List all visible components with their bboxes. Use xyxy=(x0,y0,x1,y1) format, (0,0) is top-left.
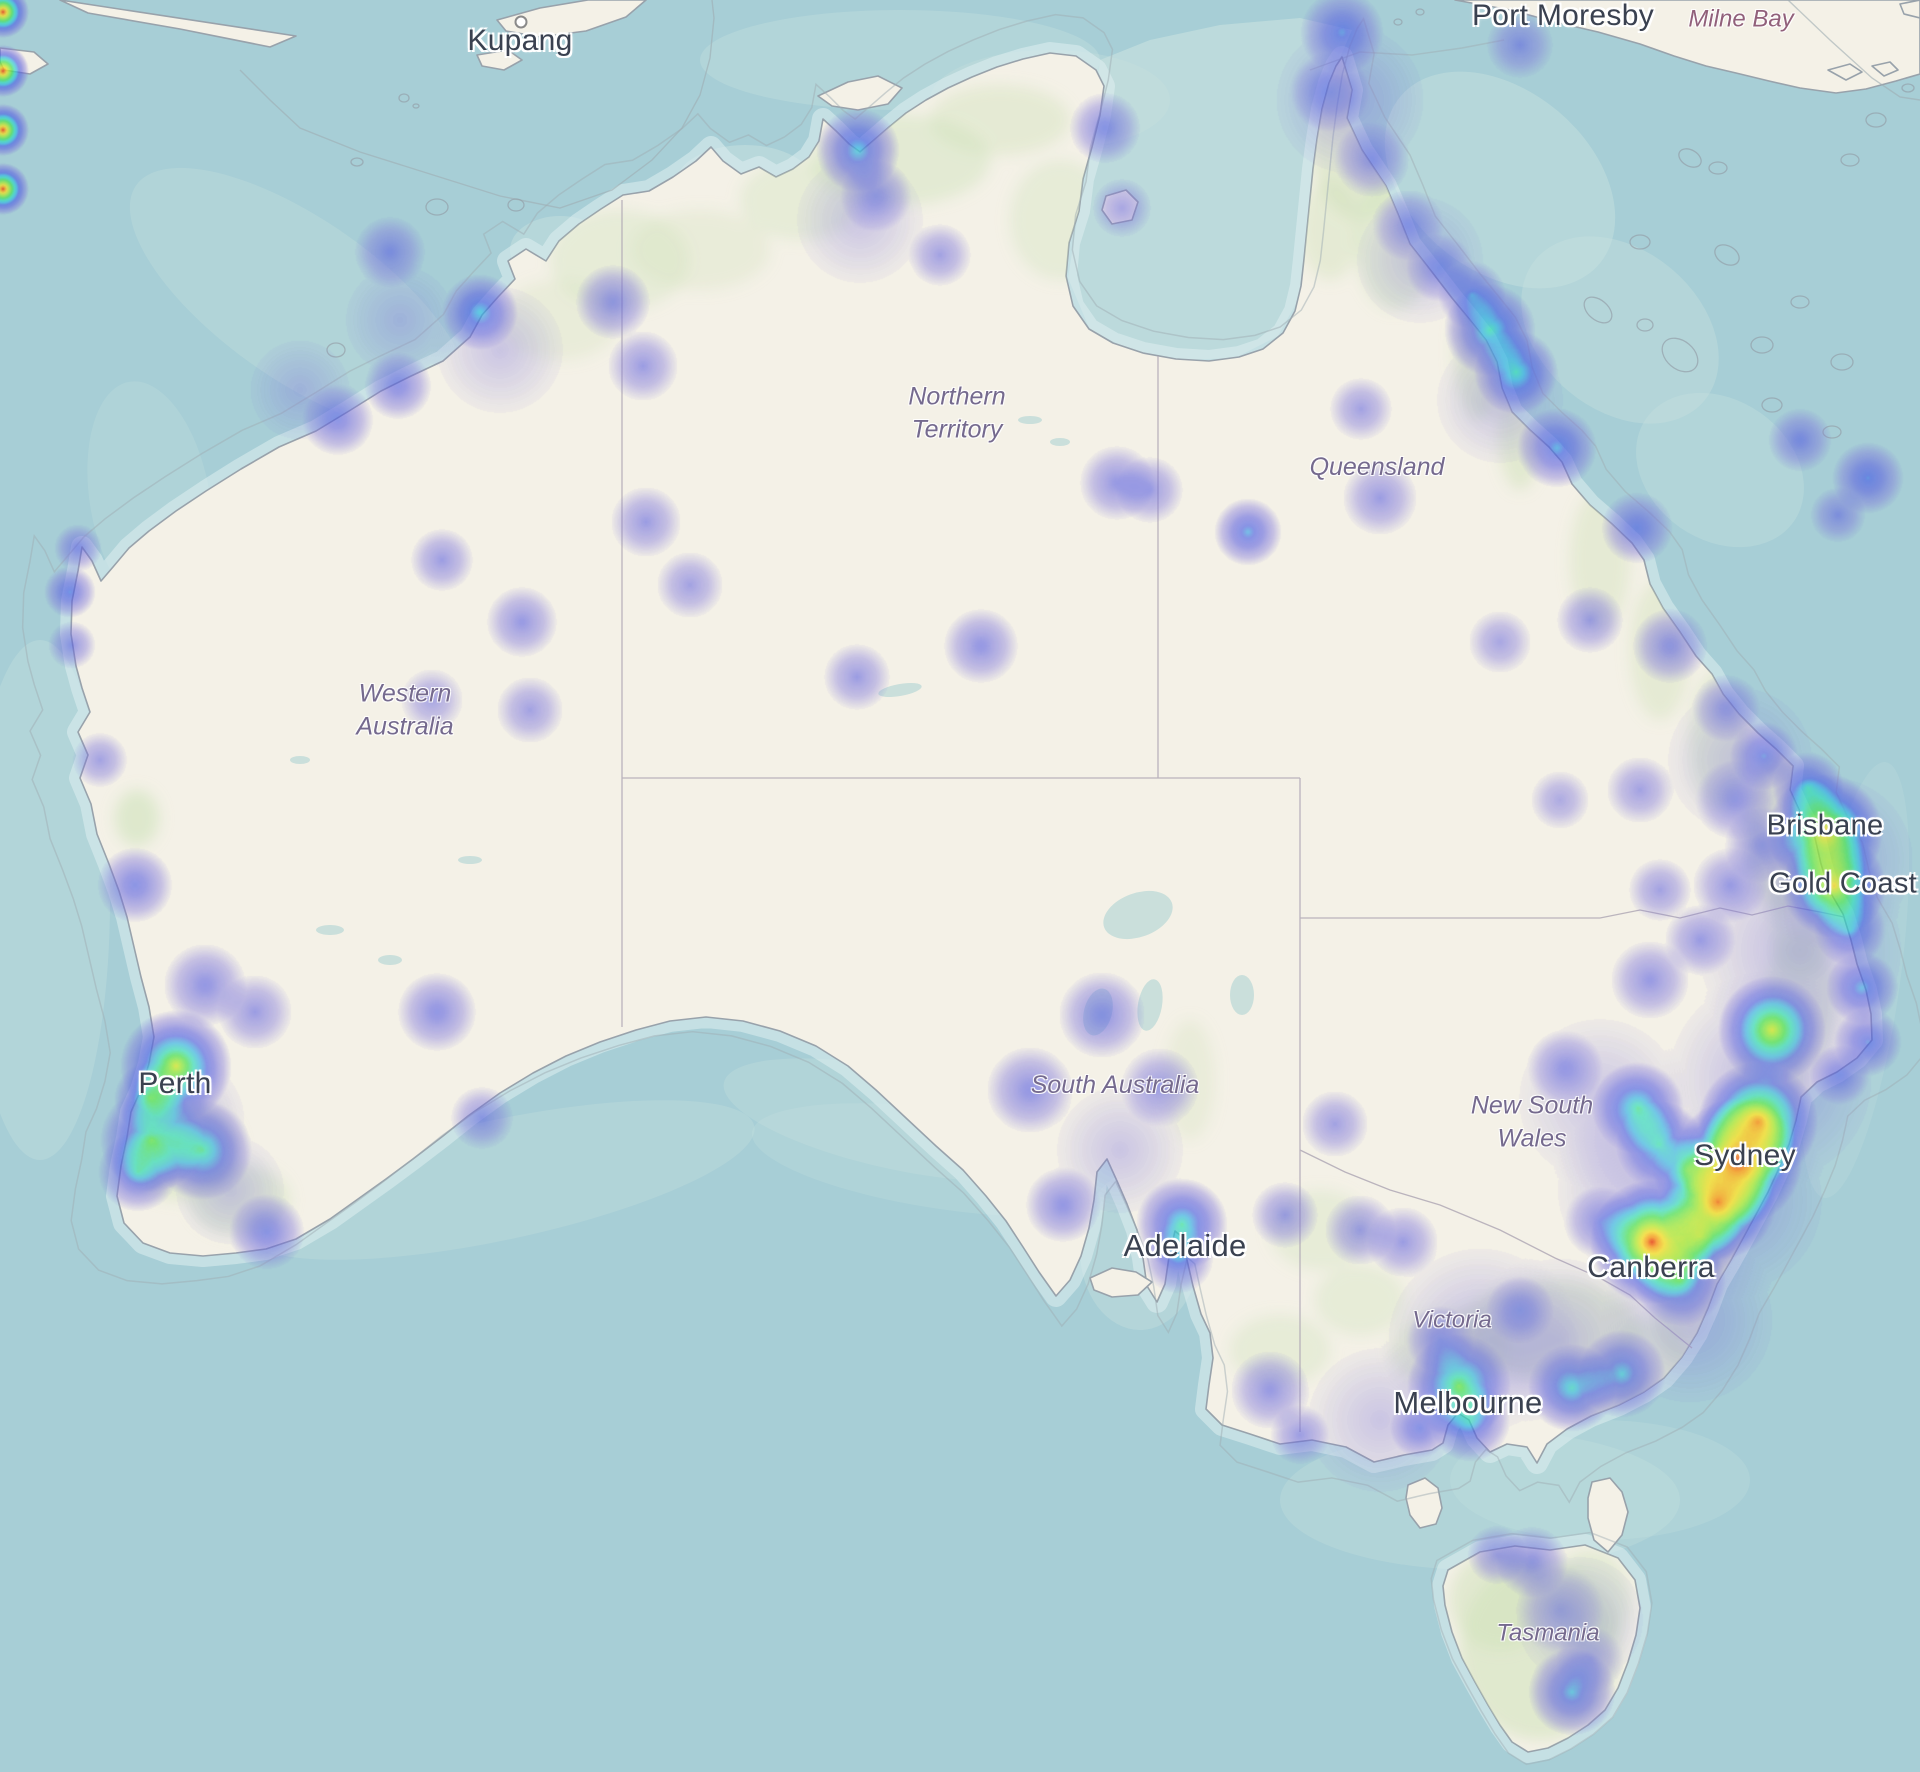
map-viewport[interactable]: Kupang Port Moresby Perth Adelaide Melbourne… xyxy=(0,0,1920,1772)
heatmap-layer xyxy=(0,0,1920,1772)
